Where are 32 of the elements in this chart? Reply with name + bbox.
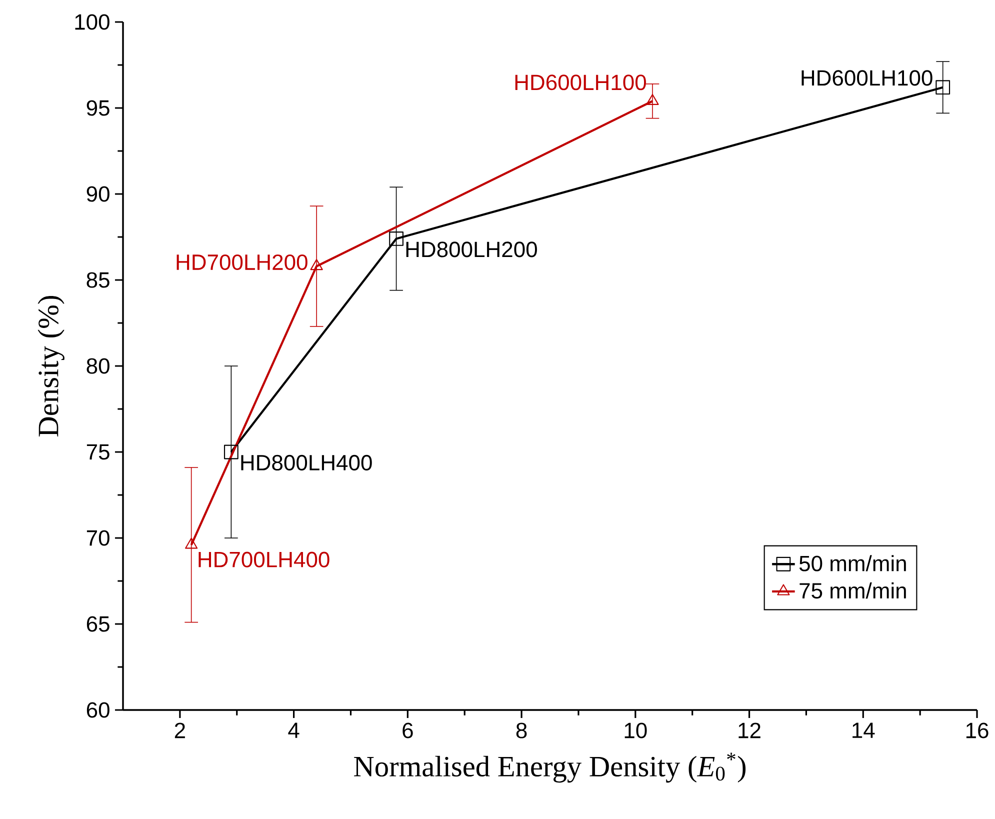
x-axis-title: Normalised Energy Density (E$_{0}$$^{*}$) — [354, 752, 746, 783]
y-tick-label: 70 — [86, 530, 110, 546]
legend-label: 50 mm/min — [799, 555, 906, 572]
annotation: HD700LH400 — [198, 552, 330, 568]
y-tick-label: 100 — [75, 14, 110, 30]
legend-label: 75 mm/min — [800, 582, 906, 599]
x-tick-label: 2 — [174, 722, 185, 738]
annotation: HD600LH100 — [802, 70, 932, 86]
point — [224, 444, 238, 460]
y-tick-label: 60 — [86, 702, 110, 718]
x-tick-label: 8 — [516, 722, 527, 738]
y-axis-title: Density (%) — [38, 296, 64, 436]
x-tick-label: 6 — [402, 722, 413, 738]
annotation: HD800LH200 — [406, 242, 537, 258]
annotation: HD800LH400 — [241, 454, 372, 471]
x-tick-label: 16 — [966, 722, 988, 738]
annotation: HD600LH100 — [515, 74, 646, 90]
point — [185, 538, 198, 549]
x-tick-label: 4 — [288, 722, 300, 738]
y-tick-label: 95 — [86, 100, 110, 116]
y-tick-label: 90 — [86, 186, 110, 202]
y-tick-label: 75 — [86, 444, 110, 460]
point — [936, 80, 950, 95]
y-tick-label: 80 — [86, 358, 110, 374]
annotation: HD700LH200 — [176, 254, 308, 270]
point — [389, 232, 404, 246]
y-tick-label: 85 — [86, 272, 110, 288]
x-tick-label: 14 — [852, 722, 875, 738]
x-tick-label: 12 — [738, 722, 760, 738]
x-tick-label: 10 — [624, 722, 647, 738]
y-tick-label: 65 — [86, 616, 110, 632]
point — [310, 259, 323, 270]
